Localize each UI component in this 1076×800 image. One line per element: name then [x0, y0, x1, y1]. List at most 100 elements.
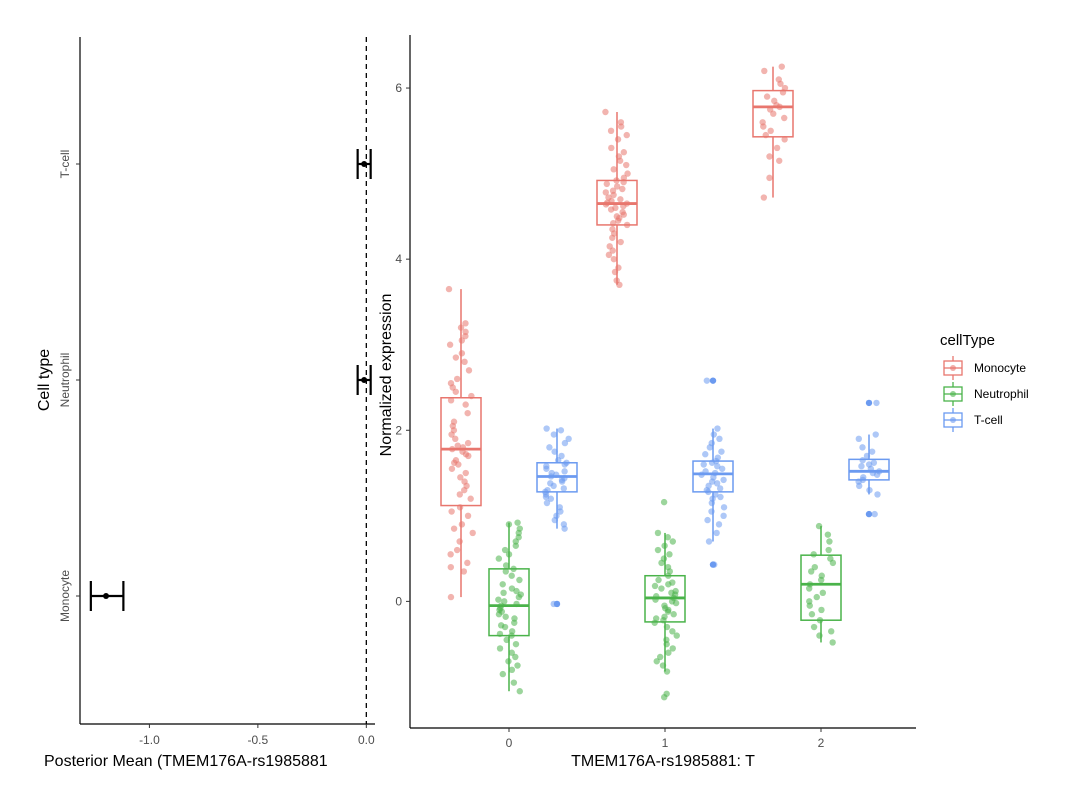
jitter-point [458, 521, 466, 528]
jitter-point [516, 525, 523, 532]
jitter-point [759, 119, 766, 126]
jitter-point [543, 499, 551, 507]
jitter-point [806, 598, 813, 605]
jitter-point [624, 170, 631, 177]
jitter-point [818, 606, 825, 614]
jitter-point [452, 354, 460, 361]
jitter-point [608, 144, 615, 152]
jitter-point [452, 435, 459, 443]
jitter-point [447, 563, 455, 571]
jitter-point [448, 465, 456, 472]
forest-estimate-t-cell [356, 149, 372, 179]
box-y-tick-label: 4 [395, 252, 402, 266]
jitter-point [619, 208, 626, 216]
jitter-point [447, 380, 455, 387]
box-x-tick-label: 2 [818, 736, 825, 750]
forest-y-tick-label: T-cell [58, 150, 72, 179]
jitter-point [806, 581, 814, 588]
legend: cellType Monocyte Neutrophil T-cell [940, 332, 1029, 432]
jitter-point [700, 461, 707, 468]
jitter-point [710, 561, 718, 568]
jitter-point [565, 435, 572, 443]
jitter-point [456, 491, 463, 498]
jitter-point [720, 504, 728, 511]
jitter-point [613, 213, 621, 220]
box-iqr [848, 458, 890, 481]
jitter-point [467, 495, 474, 502]
jitter-point [602, 108, 609, 116]
forest-mean-point [103, 593, 110, 599]
jitter-point [825, 546, 832, 554]
jitter-point [708, 508, 715, 515]
jitter-point [816, 617, 824, 624]
jitter-point [704, 516, 711, 524]
jitter-point [623, 161, 630, 169]
jitter-point [510, 679, 518, 686]
forest-x-tick-label: -1.0 [139, 733, 160, 747]
jitter-point [767, 127, 774, 135]
jitter-point [511, 615, 518, 622]
jitter-point [778, 63, 785, 70]
jitter-point [810, 551, 817, 558]
jitter-point [660, 555, 668, 562]
jitter-point [813, 593, 820, 601]
jitter-point [611, 268, 619, 276]
jitter-point [664, 534, 671, 541]
jitter-point [456, 538, 463, 545]
jitter-point [711, 469, 719, 477]
jitter-point [551, 448, 558, 455]
jitter-point [781, 114, 788, 122]
jitter-point [623, 200, 631, 207]
jitter-point [464, 512, 472, 520]
box-x-tick-label: 0 [506, 736, 513, 750]
legend-key-point [950, 391, 956, 397]
jitter-point [499, 581, 506, 588]
forest-mean-point [361, 377, 368, 383]
box-iqr [752, 89, 794, 138]
jitter-point [811, 563, 818, 571]
jitter-point [502, 562, 510, 569]
jitter-point [623, 131, 630, 139]
jitter-point [771, 97, 778, 105]
jitter-point [462, 328, 469, 336]
jitter-point [456, 504, 464, 511]
jitter-point [457, 474, 464, 481]
jitter-point [868, 448, 876, 455]
jitter-point [508, 628, 516, 635]
jitter-point [557, 427, 565, 434]
jitter-point [766, 153, 773, 160]
legend-item-monocyte: Monocyte [943, 356, 1026, 380]
outlier-point [865, 510, 873, 518]
jitter-point [547, 480, 554, 487]
jitter-point [503, 636, 510, 644]
jitter-point [501, 598, 508, 605]
jitter-point [712, 491, 719, 498]
box-iqr [488, 568, 530, 637]
jitter-point [828, 628, 835, 635]
jitter-point [514, 519, 521, 526]
jitter-point [710, 431, 718, 438]
jitter-point [496, 630, 504, 638]
jitter-point [514, 662, 521, 669]
jitter-point [673, 632, 680, 639]
jitter-point [546, 444, 553, 451]
box-monocyte-genotype-2 [752, 66, 794, 198]
jitter-point [606, 243, 613, 250]
jitter-point [609, 187, 617, 194]
jitter-point [560, 521, 568, 528]
jitter-point [829, 639, 836, 646]
forest-x-tick-label: 0.0 [358, 733, 375, 747]
jitter-point [448, 508, 455, 515]
jitter-point [497, 622, 505, 629]
jitter-point [659, 662, 667, 669]
jitter-point [863, 452, 871, 460]
jitter-point [858, 463, 865, 470]
jitter-point [614, 136, 622, 143]
jitter-point [651, 582, 659, 590]
jitter-point [615, 153, 623, 160]
jitter-point [871, 510, 878, 518]
jitter-point [605, 251, 613, 259]
jitter-point [703, 377, 711, 384]
jitter-point [669, 579, 676, 586]
jitter-point [859, 457, 866, 464]
